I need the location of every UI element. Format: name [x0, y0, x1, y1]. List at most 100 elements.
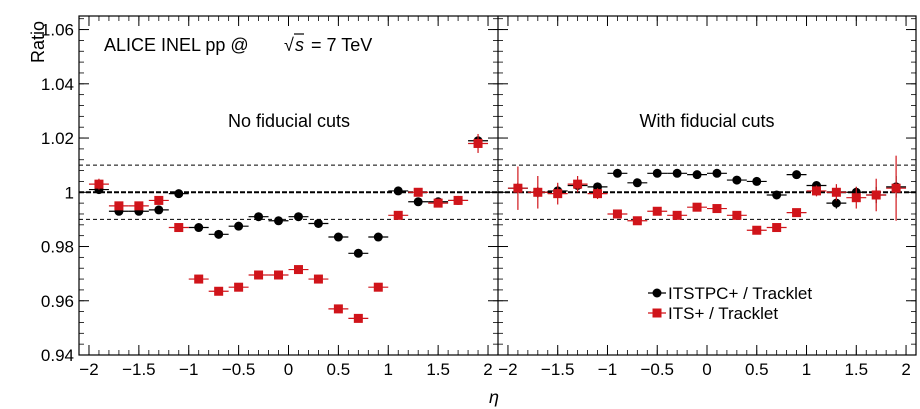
- x-tick-label: −1.5: [541, 360, 575, 379]
- x-tick-label: 1: [802, 360, 811, 379]
- x-tick-label: −2: [498, 360, 517, 379]
- data-point-circle: [274, 216, 284, 226]
- data-point-square: [851, 193, 861, 203]
- data-point-square: [393, 210, 403, 220]
- x-tick-label: −2: [79, 360, 98, 379]
- header-text-after: = 7 TeV: [311, 35, 372, 55]
- data-point-square: [513, 183, 523, 193]
- data-point-circle: [632, 178, 642, 188]
- data-point-square: [732, 210, 742, 220]
- data-point-square: [811, 186, 821, 196]
- legend-entry-itstpc: ITSTPC+ / Tracklet: [648, 284, 812, 303]
- data-point-square: [612, 209, 622, 219]
- data-point-square: [413, 187, 423, 197]
- x-tick-label: 1.5: [426, 360, 450, 379]
- panel-label-no-fiducial: No fiducial cuts: [228, 111, 350, 131]
- data-point-circle: [333, 232, 343, 242]
- data-point-circle: [732, 175, 742, 185]
- data-point-square: [174, 223, 184, 233]
- header-text-before: ALICE INEL pp @: [104, 35, 249, 55]
- y-tick-label: 0.98: [41, 238, 74, 257]
- data-point-square: [134, 201, 144, 211]
- data-point-square: [313, 274, 323, 284]
- y-tick-label: 1: [65, 183, 74, 202]
- data-point-square: [194, 274, 204, 284]
- data-point-square: [293, 265, 303, 275]
- x-tick-label: −1.5: [122, 360, 156, 379]
- data-point-circle: [672, 168, 682, 178]
- data-point-circle: [752, 176, 762, 186]
- data-point-square: [373, 282, 383, 292]
- x-tick-label: 2: [483, 360, 492, 379]
- legend-marker-square: [652, 308, 662, 318]
- x-tick-label: 2: [901, 360, 910, 379]
- data-point-square: [274, 270, 284, 280]
- data-point-square: [553, 189, 563, 199]
- data-point-square: [652, 206, 662, 216]
- data-point-square: [632, 216, 642, 226]
- data-point-square: [214, 286, 224, 296]
- data-point-square: [831, 187, 841, 197]
- data-point-square: [433, 198, 443, 208]
- x-axis-title: η: [489, 387, 499, 407]
- x-tick-label: 0.5: [745, 360, 769, 379]
- x-tick-label: −1: [598, 360, 617, 379]
- x-tick-label: 1: [384, 360, 393, 379]
- data-point-square: [154, 195, 164, 205]
- legend-marker-circle: [652, 288, 662, 298]
- data-point-square: [533, 187, 543, 197]
- data-point-square: [792, 208, 802, 218]
- data-point-circle: [313, 218, 323, 228]
- y-tick-label: 0.94: [41, 346, 74, 365]
- chart-header: ALICE INEL pp @ √ s = 7 TeV: [104, 33, 372, 55]
- legend-label-its: ITS+ / Tracklet: [668, 304, 778, 323]
- x-tick-label: −0.5: [222, 360, 256, 379]
- data-point-square: [234, 282, 244, 292]
- data-point-circle: [393, 186, 403, 196]
- data-point-circle: [194, 223, 204, 233]
- header-sqrt-argument: s: [295, 35, 304, 55]
- panel-label-with-fiducial: With fiducial cuts: [639, 111, 774, 131]
- data-point-circle: [254, 212, 264, 222]
- data-point-circle: [612, 168, 622, 178]
- data-point-circle: [712, 168, 722, 178]
- data-point-square: [473, 138, 483, 148]
- data-point-circle: [234, 221, 244, 231]
- data-point-square: [353, 313, 363, 323]
- data-point-square: [593, 189, 603, 199]
- legend-entry-its: ITS+ / Tracklet: [648, 304, 778, 323]
- data-point-circle: [154, 205, 164, 215]
- data-point-circle: [692, 170, 702, 180]
- x-tick-label: 1.5: [844, 360, 868, 379]
- data-point-square: [772, 223, 782, 233]
- data-point-circle: [353, 248, 363, 258]
- x-tick-label: −0.5: [640, 360, 674, 379]
- panel-left-no-fiducial: [79, 133, 498, 323]
- data-point-circle: [593, 182, 603, 192]
- y-tick-label: 1.04: [41, 75, 74, 94]
- axes-layer: 0.94 0.96 0.98 1 1.02 1.04 1.06 −2 −1.5 −1 −0.5 0 0.…: [41, 15, 917, 379]
- data-point-square: [752, 225, 762, 235]
- y-tick-label: 0.96: [41, 292, 74, 311]
- data-point-square: [114, 201, 124, 211]
- header-sqrt-symbol: √: [284, 35, 294, 55]
- data-point-circle: [792, 170, 802, 180]
- data-point-square: [672, 210, 682, 220]
- data-point-circle: [293, 212, 303, 222]
- y-tick-label: 1.02: [41, 129, 74, 148]
- data-point-circle: [652, 168, 662, 178]
- data-point-circle: [214, 229, 224, 239]
- data-point-circle: [772, 190, 782, 200]
- data-point-square: [94, 179, 104, 189]
- data-point-square: [891, 183, 901, 193]
- panel-right-with-fiducial: [498, 155, 916, 235]
- data-point-circle: [373, 232, 383, 242]
- legend-label-itstpc: ITSTPC+ / Tracklet: [668, 284, 812, 303]
- data-point-square: [333, 304, 343, 314]
- data-point-square: [871, 190, 881, 200]
- data-point-square: [712, 204, 722, 214]
- y-tick-label: 1.06: [41, 21, 74, 40]
- data-point-square: [692, 202, 702, 212]
- x-tick-label: 0: [702, 360, 711, 379]
